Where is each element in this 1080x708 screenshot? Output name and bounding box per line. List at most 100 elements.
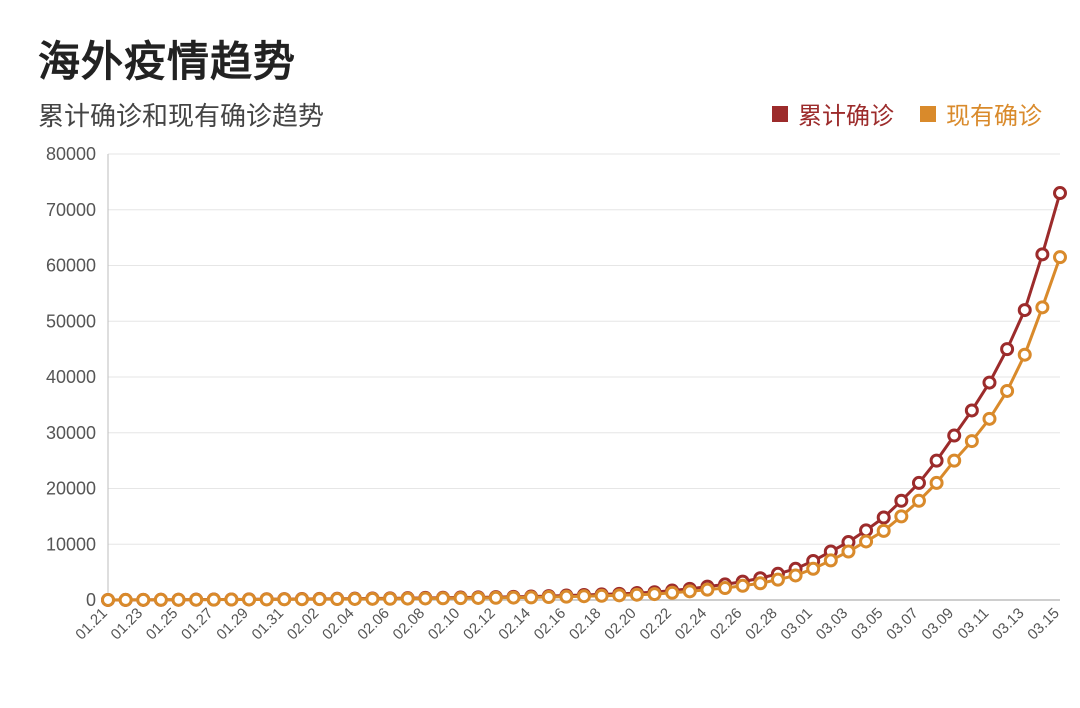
series-point-cumulative [984,377,995,388]
series-point-current [1019,349,1030,360]
series-point-cumulative [913,477,924,488]
series-point-current [966,436,977,447]
x-tick-label: 01.27 [178,605,217,644]
x-tick-label: 03.09 [918,605,957,644]
series-point-current [402,593,413,604]
series-point-current [173,594,184,605]
series-point-current [208,594,219,605]
x-tick-label: 03.05 [848,605,887,644]
x-tick-label: 02.04 [319,605,358,644]
legend: 累计确诊 现有确诊 [772,96,1042,131]
x-tick-label: 03.07 [883,605,922,644]
legend-label-cumulative: 累计确诊 [798,96,894,131]
series-point-current [649,589,660,600]
series-point-current [631,589,642,600]
x-tick-label: 01.31 [249,605,288,644]
series-point-current [226,594,237,605]
legend-swatch-current [920,106,936,122]
series-point-current [808,563,819,574]
x-tick-label: 03.15 [1024,605,1063,644]
series-point-cumulative [1002,344,1013,355]
x-tick-label: 03.01 [777,605,816,644]
series-point-cumulative [896,495,907,506]
series-point-cumulative [861,525,872,536]
series-point-current [508,592,519,603]
series-point-current [543,592,554,603]
x-tick-label: 02.12 [460,605,499,644]
chart-subtitle: 累计确诊和现有确诊趋势 [38,96,324,133]
series-point-current [349,593,360,604]
series-point-current [244,594,255,605]
series-point-current [737,580,748,591]
x-tick-label: 01.23 [108,605,147,644]
series-point-current [790,570,801,581]
series-point-current [296,594,307,605]
series-point-cumulative [1037,249,1048,260]
x-tick-label: 01.29 [213,605,252,644]
x-tick-label: 02.28 [742,605,781,644]
x-tick-label: 02.20 [601,605,640,644]
series-point-current [1002,385,1013,396]
series-point-current [913,495,924,506]
series-point-current [984,413,995,424]
series-point-current [385,593,396,604]
series-point-current [579,591,590,602]
series-point-current [261,594,272,605]
x-tick-label: 02.16 [531,605,570,644]
x-tick-label: 02.22 [636,605,675,644]
x-tick-label: 02.08 [390,605,429,644]
series-line-current [108,257,1060,600]
series-point-current [455,593,466,604]
x-tick-label: 02.06 [354,605,393,644]
series-point-current [155,594,166,605]
series-point-current [720,583,731,594]
series-point-current [561,591,572,602]
series-line-cumulative [108,193,1060,600]
y-tick-label: 80000 [46,144,96,164]
legend-item-current: 现有确诊 [920,96,1042,131]
series-point-current [843,546,854,557]
y-tick-label: 10000 [46,534,96,554]
y-tick-label: 20000 [46,479,96,499]
chart-area: 0100002000030000400005000060000700008000… [0,140,1080,700]
series-point-current [1037,302,1048,313]
x-tick-label: 02.14 [495,605,534,644]
x-tick-label: 03.11 [955,605,993,643]
series-point-current [191,594,202,605]
y-tick-label: 30000 [46,423,96,443]
series-point-current [772,574,783,585]
x-tick-label: 03.13 [989,605,1028,644]
series-point-cumulative [878,512,889,523]
x-tick-label: 01.21 [72,605,111,644]
series-point-current [138,594,149,605]
x-tick-label: 02.02 [284,605,323,644]
series-point-current [1055,252,1066,263]
y-tick-label: 0 [86,590,96,610]
series-point-current [596,590,607,601]
series-point-current [861,536,872,547]
series-point-current [437,593,448,604]
series-point-current [755,578,766,589]
series-point-current [949,455,960,466]
series-point-cumulative [931,455,942,466]
series-point-current [490,592,501,603]
series-point-current [473,592,484,603]
series-point-current [878,525,889,536]
series-point-current [667,587,678,598]
x-tick-label: 02.10 [425,605,464,644]
series-point-cumulative [949,430,960,441]
series-point-current [526,592,537,603]
series-point-cumulative [1055,188,1066,199]
x-tick-label: 02.18 [566,605,605,644]
series-point-current [120,594,131,605]
series-point-current [896,511,907,522]
series-point-current [367,593,378,604]
x-tick-label: 02.26 [707,605,746,644]
y-tick-label: 60000 [46,256,96,276]
y-tick-label: 50000 [46,311,96,331]
x-tick-label: 02.24 [672,605,711,644]
y-tick-label: 40000 [46,367,96,387]
page-title: 海外疫情趋势 [38,28,296,89]
series-point-current [420,593,431,604]
series-point-cumulative [966,405,977,416]
